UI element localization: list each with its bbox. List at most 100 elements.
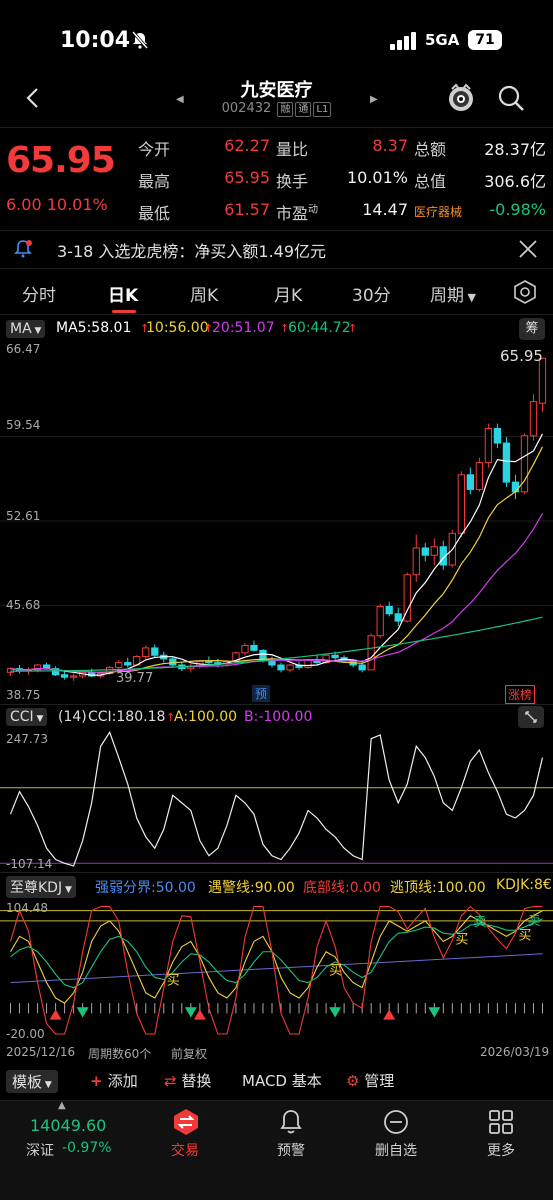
kdj-strength: 强弱分界:50.00: [95, 880, 196, 896]
tab-monthly-k[interactable]: 月K: [274, 286, 303, 306]
label-pe: 市盈动: [276, 200, 318, 224]
expand-up-icon[interactable]: ▲: [58, 1100, 66, 1111]
candle-body: [124, 662, 132, 666]
candle-body: [169, 658, 177, 666]
kdj-buy-triangle: [49, 1009, 62, 1020]
cci-line-b: B:-100.00: [244, 709, 313, 725]
expand-icon[interactable]: [518, 706, 544, 728]
sector-link[interactable]: 医疗器械: [414, 205, 463, 219]
assistant-avatar-icon[interactable]: [446, 83, 476, 113]
replace-indicator-button[interactable]: ⇄ 替换: [164, 1070, 211, 1091]
value-high: 65.95: [224, 168, 270, 187]
value-turnover-rate: 10.01%: [346, 168, 408, 187]
ma5-value: MA5:58.01: [56, 320, 132, 336]
ma60-up-arrow-icon: ↑: [348, 322, 358, 335]
ma-selector[interactable]: MA ▼: [6, 320, 46, 338]
divider: [0, 230, 553, 231]
pe-label-text: 市盈: [276, 204, 309, 223]
change-percent: 10.01%: [46, 195, 108, 214]
label-low: 最低: [138, 204, 171, 223]
manage-indicators-button[interactable]: ⚙ 管理: [346, 1070, 394, 1091]
template-button[interactable]: 模板 ▼: [6, 1070, 58, 1093]
candle-body: [115, 662, 123, 668]
candle-body: [33, 664, 42, 671]
remove-favorite-icon[interactable]: [382, 1108, 410, 1136]
kdj-selector-label: 至尊KDJ: [10, 880, 63, 896]
label-market-cap: 总值: [414, 172, 447, 191]
candle-body: [493, 427, 502, 444]
label-open: 今开: [138, 140, 171, 159]
kdj-selector[interactable]: 至尊KDJ ▼: [6, 876, 76, 898]
candle-body: [358, 664, 366, 671]
network-label: 5GA: [425, 31, 460, 49]
candle-body: [475, 462, 484, 490]
tab-30min[interactable]: 30分: [352, 286, 391, 306]
cci-selector[interactable]: CCI ▼: [6, 708, 48, 726]
low-price-marker: 39.77: [116, 671, 154, 686]
index-value[interactable]: 14049.60: [30, 1116, 107, 1135]
dropdown-arrow-icon: ▼: [42, 1080, 52, 1090]
macd-basic-button[interactable]: MACD 基本: [242, 1072, 322, 1090]
divider: [0, 127, 553, 128]
candle-body: [538, 357, 547, 404]
tab-trade[interactable]: 交易: [171, 1143, 199, 1159]
tab-period[interactable]: 周期 ▼: [430, 281, 476, 306]
label-turnover-amount: 总额: [414, 140, 447, 159]
trade-icon[interactable]: [172, 1108, 200, 1136]
candlestick-chart[interactable]: [0, 340, 553, 705]
forecast-marker[interactable]: 预: [252, 685, 271, 702]
candle-body: [367, 635, 375, 671]
kdj-j-line: [9, 905, 543, 1035]
tag-margin: 融: [277, 102, 294, 117]
cci-value: CCI:180.18: [88, 709, 166, 725]
next-stock-arrow-icon[interactable]: ▶: [370, 94, 378, 105]
tab-daily-k[interactable]: 日K: [108, 286, 139, 306]
prev-stock-arrow-icon[interactable]: ◀: [176, 94, 184, 105]
add-indicator-button[interactable]: + 添加: [90, 1070, 138, 1091]
candle-body: [60, 674, 69, 678]
search-icon[interactable]: [497, 84, 525, 112]
tab-remove-favorite[interactable]: 删自选: [375, 1143, 417, 1159]
price-change: 6.00 10.01%: [6, 195, 108, 214]
value-low: 61.57: [224, 200, 270, 219]
candle-body: [484, 427, 493, 464]
value-market-cap: 306.6亿: [484, 172, 546, 191]
y-axis-max: 66.47: [6, 342, 41, 356]
more-grid-icon[interactable]: [487, 1108, 515, 1136]
tab-more[interactable]: 更多: [487, 1143, 515, 1159]
candle-body: [385, 605, 393, 615]
limit-up-list-badge[interactable]: 涨榜: [505, 685, 536, 704]
plus-icon: +: [90, 1072, 108, 1090]
settings-icon[interactable]: [512, 279, 538, 305]
candle-body: [376, 605, 384, 637]
tab-weekly-k[interactable]: 周K: [190, 286, 219, 306]
kdj-buy-triangle: [383, 1009, 396, 1020]
candle-body: [142, 647, 150, 657]
bottom-tab-bar: [0, 1100, 553, 1200]
cci-line-a: A:100.00: [174, 709, 238, 725]
cci-axis-max: 247.73: [6, 732, 48, 746]
candle-body: [250, 644, 258, 651]
candle-body: [331, 654, 339, 659]
chevron-down-icon: ▼: [464, 291, 476, 304]
cci-up-arrow-icon: ↑: [166, 711, 176, 724]
divider: [0, 872, 553, 873]
ma10-up-arrow-icon: ↑: [204, 322, 214, 335]
adjust-mode[interactable]: 前复权: [171, 1047, 208, 1061]
back-arrow-icon[interactable]: [22, 86, 44, 110]
kdj-bottom: 底部线:0.00: [303, 880, 381, 896]
chip-distribution-button[interactable]: 筹: [519, 318, 545, 340]
kdj-strength-line: [10, 953, 543, 984]
tag-level: L1: [313, 102, 332, 117]
alert-bell-icon[interactable]: [277, 1108, 305, 1136]
tab-timeshare[interactable]: 分时: [22, 286, 56, 306]
candle-body: [439, 546, 447, 566]
divider: [0, 268, 553, 269]
cci-chart[interactable]: [0, 728, 553, 870]
tab-alert[interactable]: 预警: [277, 1143, 305, 1159]
notice-text[interactable]: 3-18 入选龙虎榜：净买入额1.49亿元: [57, 242, 327, 261]
kdj-buy-signal: 买: [518, 928, 531, 943]
kdj-chart[interactable]: 买买买 买卖卖: [0, 900, 553, 1040]
kdj-sell-signal: 卖: [473, 915, 486, 930]
close-icon[interactable]: [517, 238, 539, 260]
